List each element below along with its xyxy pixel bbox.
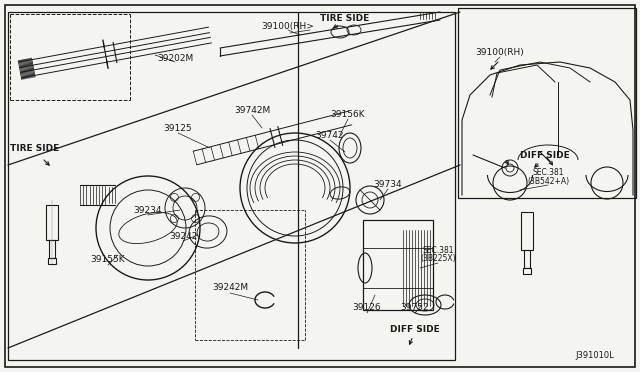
Text: 39156K: 39156K <box>331 109 365 119</box>
Text: 39752: 39752 <box>401 304 429 312</box>
Text: (3B225X): (3B225X) <box>420 254 456 263</box>
Bar <box>363 220 433 310</box>
Text: 39202M: 39202M <box>157 54 193 62</box>
Text: 39242M: 39242M <box>212 283 248 292</box>
Text: 39100(RH): 39100(RH) <box>476 48 524 57</box>
Bar <box>46 205 58 240</box>
Bar <box>521 212 533 250</box>
Text: 39125: 39125 <box>164 124 192 132</box>
Text: 39234: 39234 <box>134 205 163 215</box>
Bar <box>524 250 530 268</box>
Text: TIRE SIDE: TIRE SIDE <box>10 144 60 153</box>
Text: 39100(RH>: 39100(RH> <box>262 22 314 31</box>
Bar <box>49 240 55 258</box>
Bar <box>8 12 455 360</box>
Text: 39742M: 39742M <box>234 106 270 115</box>
Text: 39242: 39242 <box>169 231 197 241</box>
Text: TIRE SIDE: TIRE SIDE <box>321 13 370 22</box>
Text: SEC.381: SEC.381 <box>532 167 564 176</box>
Text: 39734: 39734 <box>374 180 403 189</box>
Text: 39742: 39742 <box>316 131 344 140</box>
Text: DIFF SIDE: DIFF SIDE <box>520 151 570 160</box>
Bar <box>523 268 531 274</box>
Text: DIFF SIDE: DIFF SIDE <box>390 326 440 334</box>
Text: J391010L: J391010L <box>575 352 614 360</box>
Text: SEC.381: SEC.381 <box>422 246 454 254</box>
Text: 39126: 39126 <box>353 304 381 312</box>
Text: 39155K: 39155K <box>91 256 125 264</box>
Bar <box>48 258 56 264</box>
Text: (3B542+A): (3B542+A) <box>527 176 569 186</box>
Bar <box>458 8 636 198</box>
